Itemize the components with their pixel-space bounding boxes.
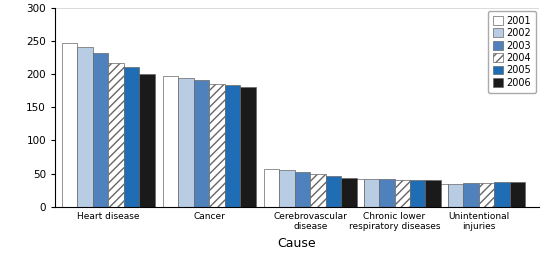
Bar bbox=[310, 174, 326, 207]
Bar bbox=[509, 182, 525, 207]
Bar bbox=[194, 80, 210, 207]
Bar bbox=[326, 176, 341, 207]
Bar bbox=[62, 43, 78, 207]
Bar bbox=[432, 183, 448, 207]
Bar bbox=[240, 87, 256, 207]
Bar bbox=[124, 67, 139, 207]
Bar bbox=[178, 78, 194, 207]
Bar bbox=[279, 170, 295, 207]
Bar bbox=[264, 169, 279, 207]
X-axis label: Cause: Cause bbox=[278, 237, 316, 250]
Bar bbox=[494, 182, 509, 207]
Bar bbox=[341, 178, 356, 207]
Bar bbox=[448, 183, 463, 207]
Bar bbox=[93, 53, 108, 207]
Bar bbox=[348, 179, 364, 207]
Bar bbox=[478, 183, 494, 207]
Legend: 2001, 2002, 2003, 2004, 2005, 2006: 2001, 2002, 2003, 2004, 2005, 2006 bbox=[488, 11, 536, 93]
Bar bbox=[295, 172, 310, 207]
Bar bbox=[410, 180, 425, 207]
Bar bbox=[425, 180, 441, 207]
Bar bbox=[210, 84, 225, 207]
Bar bbox=[394, 180, 410, 207]
Bar bbox=[364, 179, 379, 207]
Bar bbox=[78, 47, 93, 207]
Bar bbox=[225, 85, 240, 207]
Bar bbox=[139, 74, 155, 207]
Bar bbox=[163, 76, 178, 207]
Bar bbox=[108, 63, 124, 207]
Bar bbox=[463, 183, 478, 207]
Bar bbox=[379, 179, 394, 207]
